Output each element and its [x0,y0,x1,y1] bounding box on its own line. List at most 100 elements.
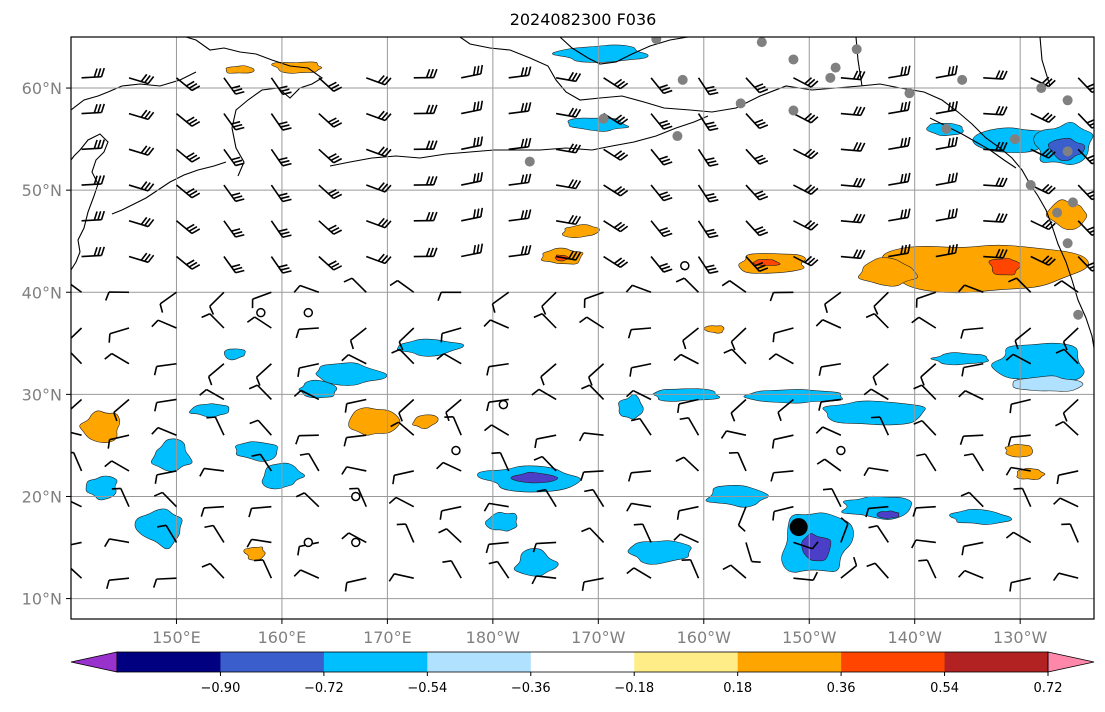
wind-barb [270,148,292,167]
coastline-alaska-west [559,37,689,65]
wind-barb [958,390,984,401]
wind-barb [681,558,700,579]
contour-patch [858,257,918,287]
wind-barb [341,466,367,475]
lat-tick-label: 20°N [22,487,62,506]
wind-barb [81,67,106,79]
station-dot [1062,238,1073,249]
wind-barb [508,209,532,222]
contour-patch [988,257,1021,276]
wind-barb [626,502,652,512]
contour-patch [225,65,255,74]
colorbar-frame [116,651,1049,673]
wind-barb [768,353,794,365]
wind-barb [485,541,509,554]
wind-barb [508,137,532,151]
wind-barb [920,363,937,386]
wind-barb [935,65,958,79]
coastline-kurils [111,161,227,215]
wind-barb [508,245,532,258]
wind-barb [413,247,438,258]
wind-barb [675,456,700,472]
wind-barb [720,430,747,439]
wind-barb [959,434,984,446]
wind-barb [578,432,604,442]
wind-barb [1014,327,1032,350]
contour-patch [1012,375,1084,392]
wind-barb [983,213,1008,223]
wind-barb [983,70,1008,80]
wind-barb [461,100,484,115]
wind-barb [911,316,937,329]
plot-title: 2024082300 F036 [510,10,657,29]
wind-barb [396,523,415,543]
wind-barb [697,113,719,132]
wind-barb [1030,148,1056,159]
wind-barb [913,419,937,436]
station-dot [756,37,767,48]
wind-barb [223,113,245,131]
wind-barb [603,148,629,161]
colorbar-segments [70,651,1095,673]
wind-barb [730,327,747,351]
wind-barb [343,277,367,293]
colorbar-segment [427,652,532,672]
wind-barb [1030,76,1056,88]
wind-barb [113,398,130,422]
wind-barb [888,136,911,151]
wind-barb [676,398,699,413]
wind-barb [865,505,889,518]
wind-barb [581,384,605,401]
wind-barb [1062,398,1079,422]
wind-barb [863,388,889,401]
wind-barb [770,470,794,482]
wind-barb [151,319,177,329]
coastline-aleutians [329,115,709,167]
wind-barb [108,327,130,343]
wind-barb [579,316,605,329]
wind-barb [533,455,557,472]
wind-barb [1056,470,1079,485]
wind-barb [71,567,83,579]
wind-barb [840,556,858,579]
colorbar-segment [117,652,221,672]
wind-barb [270,184,292,203]
wind-barb [223,184,245,203]
wind-barb [911,539,936,549]
wind-barb [771,434,794,449]
wind-barb [555,107,582,118]
colorbar-label: −0.90 [201,681,241,696]
wind-barb [413,176,438,186]
wind-barb [175,255,201,270]
wind-barb [442,559,462,579]
station-dot [851,44,862,55]
wind-barb [793,571,819,581]
wind-barb [865,312,889,329]
wind-barb [581,577,604,592]
wind-barb [104,291,130,301]
wind-barb [888,208,911,222]
wind-barb [824,291,842,314]
wind-barb [840,177,866,188]
wind-barb [625,284,652,294]
wind-barb [436,353,462,365]
lat-tick-label: 40°N [22,283,62,302]
wind-barb [888,244,911,258]
wind-barb [555,179,582,190]
wind-barb [676,505,699,520]
wind-barb [745,148,769,165]
colorbar-label: 0.54 [930,681,959,696]
station-dot [672,131,683,142]
station-dot [1073,309,1084,320]
contour-patch [513,548,559,577]
wind-barb [793,77,819,88]
wind-barb [318,184,343,200]
wind-barb [1055,348,1079,365]
wind-barb [983,141,1008,152]
colorbar-label: 0.72 [1034,681,1063,696]
wind-barb [483,424,510,436]
contour-patch [561,224,600,238]
wind-barb [629,362,652,377]
wind-barb [963,453,984,472]
wind-barb [650,148,673,166]
